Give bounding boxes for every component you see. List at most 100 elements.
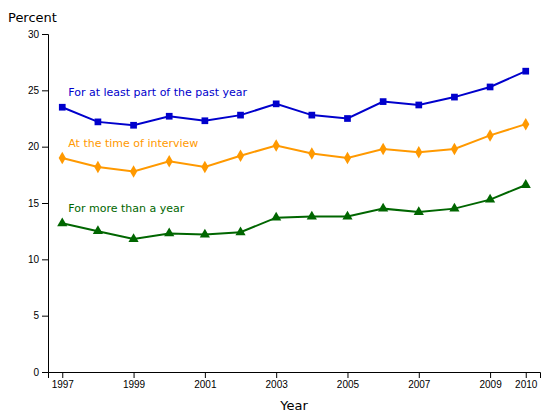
y-tick: 15 [28,198,48,209]
series-marker [95,119,102,126]
series-marker [344,115,351,122]
series-marker [521,179,531,188]
y-tick-mark [42,147,48,148]
series-marker [59,104,66,111]
y-tick-mark [42,34,48,35]
y-tick-label: 10 [28,254,40,265]
y-tick-label: 15 [28,198,40,209]
y-tick-mark [42,372,48,373]
x-tick: 1997 [52,372,75,390]
series-label: For more than a year [68,202,184,215]
y-tick-mark [42,90,48,91]
x-tick-mark [419,372,420,378]
series-marker [59,152,66,164]
series-marker [486,129,493,141]
series-marker [522,118,529,130]
y-tick-label: 30 [28,29,40,40]
x-tick-label: 2003 [266,379,289,390]
series-marker [449,203,459,212]
series-marker [308,112,315,119]
y-tick-label: 0 [33,367,39,378]
series-marker [273,100,280,107]
y-axis: 0 5 10 15 20 25 30 [28,29,49,378]
x-tick-mark [347,372,348,378]
series-group [57,68,531,242]
series-marker [273,139,280,151]
x-tick-label: 1999 [123,379,146,390]
x-tick: 2010 [515,372,538,390]
y-tick: 0 [33,367,48,378]
series-marker [237,149,244,161]
y-tick-mark [42,316,48,317]
series-marker [522,68,529,75]
series-marker [93,225,103,234]
x-axis: 1997 1999 2001 2003 2005 2007 2009 2010 [49,372,541,390]
series-marker [237,112,244,119]
series-marker [308,147,315,159]
x-tick: 1999 [123,372,146,390]
series-marker [380,143,387,155]
x-tick-label: 2009 [479,379,502,390]
series-labels: For at least part of the past year At the… [68,86,247,215]
series-marker [130,165,137,177]
series-marker [201,161,208,173]
x-tick-mark [62,372,63,378]
x-tick-label: 2007 [408,379,431,390]
series-marker [130,122,137,129]
x-tick: 2001 [194,372,217,390]
x-tick: 2009 [479,372,502,390]
chart: 1997 1999 2001 2003 2005 2007 2009 2010 0 5 10 15 20… [0,0,560,420]
series-marker [487,84,494,91]
series-marker [380,98,387,105]
series-marker [271,212,281,221]
series-marker [344,152,351,164]
y-tick-label: 20 [28,141,40,152]
x-tick-label: 2010 [515,379,538,390]
y-axis-line [42,35,49,373]
y-tick-label: 25 [28,85,40,96]
series-marker [307,211,317,220]
series-marker [378,203,388,212]
series-marker [451,143,458,155]
x-tick-mark [205,372,206,378]
series-marker [342,211,352,220]
series-marker [451,94,458,101]
y-tick: 10 [28,254,48,265]
series-marker [57,217,67,226]
series-marker [485,194,495,203]
x-tick-label: 2005 [337,379,360,390]
series-marker [166,155,173,167]
x-tick-label: 2001 [194,379,217,390]
series-marker [200,229,210,238]
series-marker [414,206,424,215]
x-tick-label: 1997 [52,379,75,390]
x-tick: 2003 [266,372,289,390]
series-label: For at least part of the past year [68,86,247,99]
x-axis-line [49,373,541,379]
y-tick: 30 [28,29,48,40]
series-marker [164,228,174,237]
series-line [62,71,525,125]
series-marker [166,113,173,120]
y-tick-mark [42,203,48,204]
x-tick-mark [276,372,277,378]
series-marker [202,117,209,124]
series-marker [415,102,422,109]
series-label: At the time of interview [68,137,198,150]
x-tick-mark [490,372,491,378]
series-line [62,124,525,171]
series-marker [235,226,245,235]
series-line [62,185,525,239]
y-tick: 5 [33,310,48,321]
series-marker [94,161,101,173]
plot-area: 1997 1999 2001 2003 2005 2007 2009 2010 0 5 10 15 20… [28,29,541,390]
x-tick-mark [526,372,527,378]
series-marker [128,233,138,242]
x-tick: 2007 [408,372,431,390]
y-tick: 25 [28,85,48,96]
y-axis-title: Percent [8,10,57,25]
x-axis-title: Year [279,398,308,413]
x-tick: 2005 [337,372,360,390]
y-tick-label: 5 [33,310,39,321]
x-tick-mark [134,372,135,378]
